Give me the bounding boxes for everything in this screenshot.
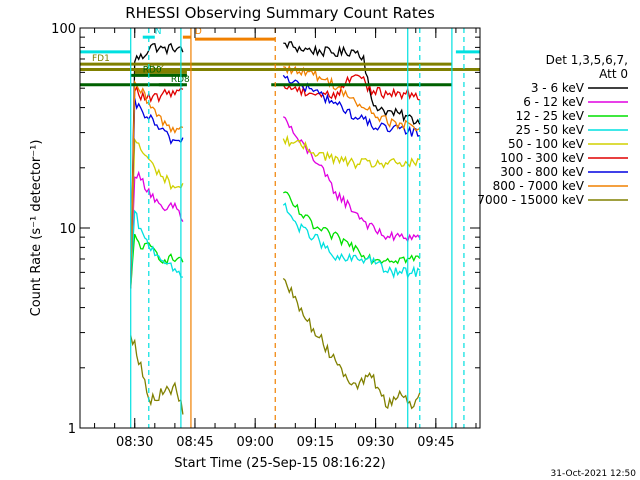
legend-label-1: 3 - 6 keV <box>531 81 585 95</box>
series-line-9 <box>130 277 421 415</box>
x-tick-label-6: 09:45 <box>417 435 454 450</box>
flag-label-4: RD0 <box>143 65 162 75</box>
x-tick-label-4: 09:15 <box>297 435 334 450</box>
legend-label-3: 12 - 25 keV <box>516 109 585 123</box>
legend-title: Det 1,3,5,6,7, <box>546 53 628 67</box>
legend-label-7: 300 - 800 keV <box>500 165 584 179</box>
legend-label-2: 6 - 12 keV <box>523 95 585 109</box>
y-tick-label-2: 10 <box>59 222 76 237</box>
series-line-4 <box>130 202 421 289</box>
flag-label-3: FD2 <box>147 62 165 72</box>
legend-label-4: 25 - 50 keV <box>516 123 585 137</box>
series-line-3 <box>130 191 421 289</box>
legend-label-8: 800 - 7000 keV <box>493 179 585 193</box>
legend-label-6: 100 - 300 keV <box>500 151 584 165</box>
vertical-line-layer <box>130 28 465 428</box>
series-layer <box>130 41 421 415</box>
x-tick-label-3: 09:00 <box>236 435 273 450</box>
flag-label-12: D <box>195 27 202 37</box>
x-tick-label-2: 08:45 <box>176 435 213 450</box>
series-line-5 <box>130 134 421 289</box>
x-tick-label-1: 08:30 <box>116 435 153 450</box>
legend-label-5: 50 - 100 keV <box>508 137 585 151</box>
legend-label-9: 7000 - 15000 keV <box>477 193 584 207</box>
axis-layer: 1 10 100 08:30 08:45 09:00 09:15 09:30 09:45 <box>51 22 480 450</box>
y-tick-label-1: 1 <box>68 422 76 437</box>
legend-subtitle: Att 0 <box>599 67 628 81</box>
series-line-8 <box>130 64 421 289</box>
series-line-1 <box>130 41 421 289</box>
series-line-6 <box>130 74 421 289</box>
chart-title: RHESSI Observing Summary Count Rates <box>125 4 435 22</box>
y-tick-label-3: 100 <box>51 22 76 37</box>
series-line-2 <box>130 116 421 289</box>
x-axis-label: Start Time (25-Sep-15 08:16:22) <box>174 456 385 471</box>
timestamp: 31-Oct-2021 12:50 <box>551 469 637 479</box>
y-axis-label: Count Rate (s⁻¹ detector⁻¹) <box>29 140 44 317</box>
x-tick-label-5: 09:30 <box>357 435 394 450</box>
flag-label-11: N <box>155 27 162 37</box>
flag-label-1: FD1 <box>92 54 110 64</box>
